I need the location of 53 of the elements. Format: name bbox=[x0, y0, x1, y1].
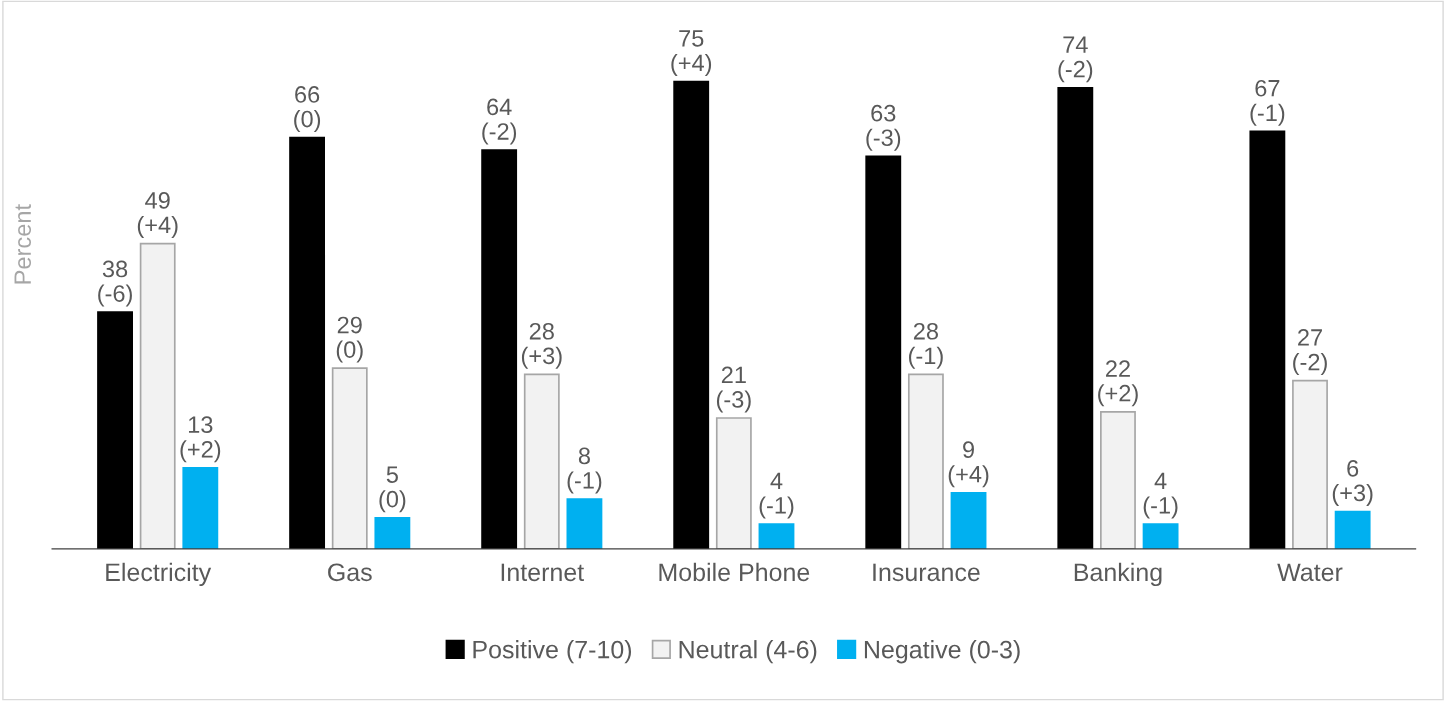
bar bbox=[907, 373, 944, 549]
bar bbox=[1100, 410, 1136, 549]
data-label: 49 (+4) bbox=[137, 192, 178, 238]
data-label: 27 (-2) bbox=[1293, 329, 1327, 376]
bar bbox=[1057, 86, 1094, 549]
x-tick-label: Electricity bbox=[106, 562, 212, 587]
bar bbox=[481, 149, 518, 549]
bar bbox=[1334, 510, 1371, 549]
x-tick-label: Mobile Phone bbox=[659, 562, 810, 582]
data-label: 38 (-6) bbox=[98, 260, 132, 307]
bar bbox=[523, 373, 560, 549]
data-label: 29 (0) bbox=[336, 316, 363, 363]
data-label: 5 (0) bbox=[379, 466, 406, 513]
data-label: 28 (+3) bbox=[521, 322, 562, 369]
bar bbox=[715, 417, 752, 549]
data-label: 8 (-1) bbox=[567, 447, 602, 494]
bar bbox=[289, 136, 326, 549]
data-label: 6 (+3) bbox=[1332, 459, 1373, 506]
x-tick-label: Insurance bbox=[873, 563, 980, 582]
bar bbox=[374, 516, 411, 549]
bar bbox=[950, 491, 987, 549]
data-label: 28 (-1) bbox=[909, 322, 943, 369]
bar bbox=[1292, 379, 1328, 549]
x-tick-label: Banking bbox=[1074, 562, 1162, 587]
data-label: 21 (-3) bbox=[716, 366, 751, 413]
data-label: 13 (+2) bbox=[180, 416, 221, 463]
data-label: 22 (+2) bbox=[1098, 360, 1138, 407]
data-label: 66 (0) bbox=[294, 86, 321, 133]
data-label: 74 (-2) bbox=[1058, 36, 1093, 83]
legend-label: Negative (0-3) bbox=[864, 640, 1020, 664]
data-label: 64 (-2) bbox=[482, 98, 517, 145]
data-label: 4 (-1) bbox=[759, 472, 794, 519]
bar bbox=[673, 80, 710, 549]
bar bbox=[1142, 523, 1179, 549]
y-axis-title: Percent bbox=[14, 204, 32, 284]
data-label: 4 (-1) bbox=[1143, 472, 1178, 519]
data-label: 63 (-3) bbox=[866, 104, 901, 151]
bar bbox=[331, 367, 368, 549]
legend-label: Neutral (4-6) bbox=[679, 640, 817, 664]
bar bbox=[566, 498, 603, 549]
data-label: 75 (+4) bbox=[671, 30, 712, 76]
bar bbox=[139, 242, 176, 549]
bar bbox=[1249, 130, 1286, 549]
data-label: 9 (+4) bbox=[948, 441, 989, 488]
x-tick-label: Gas bbox=[328, 563, 372, 582]
legend-label: Positive (7-10) bbox=[473, 640, 632, 664]
bar bbox=[758, 523, 795, 549]
bar bbox=[865, 155, 902, 549]
x-tick-label: Water bbox=[1277, 563, 1343, 582]
bar bbox=[97, 311, 133, 549]
x-tick-label: Internet bbox=[501, 563, 584, 582]
bar bbox=[182, 467, 219, 549]
data-label: 67 (-1) bbox=[1250, 79, 1285, 126]
